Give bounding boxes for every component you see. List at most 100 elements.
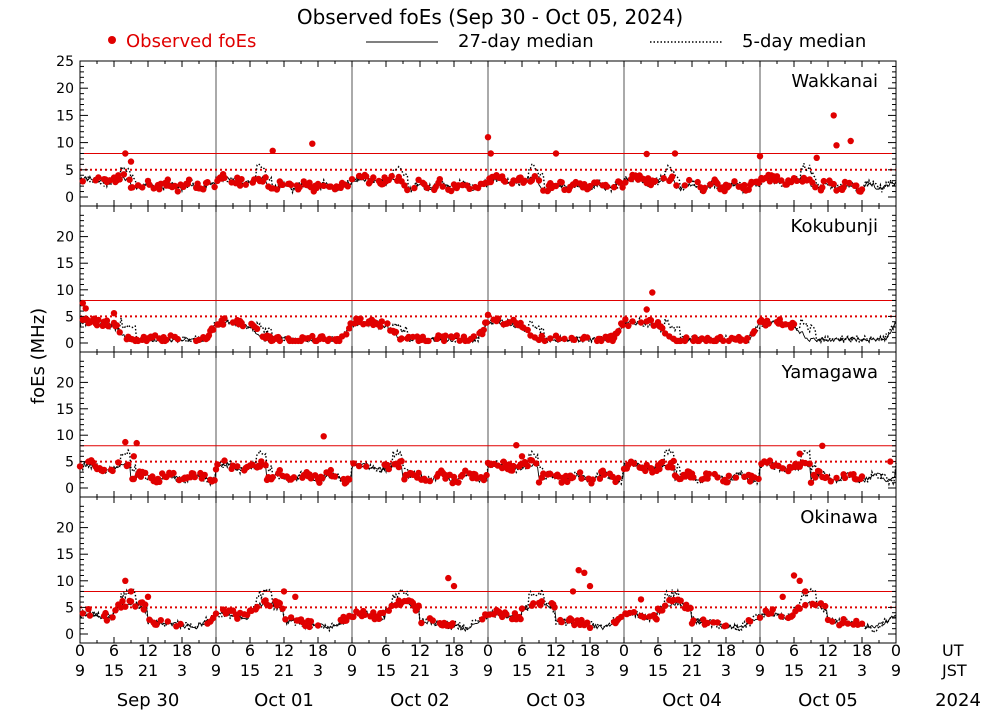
day-label: Oct 04 [662,690,722,711]
observed-point [211,183,218,191]
y-tick-label: 20 [56,521,74,537]
observed-point [630,609,638,616]
observed-point [650,322,657,329]
observed-point [129,184,136,191]
observed-point [561,335,568,342]
legend-observed-marker [108,36,116,44]
observed-point [76,463,84,470]
observed-point [450,582,458,590]
y-tick-label: 20 [56,81,74,97]
observed-point [398,335,405,342]
ut-tick-label: 0 [891,641,901,660]
ut-tick-label: 6 [517,641,527,660]
observed-point [796,450,803,457]
observed-point [127,158,135,165]
observed-point [569,588,577,595]
observed-point [348,176,356,183]
observed-point [483,319,490,326]
observed-point [725,472,732,479]
jst-tick-label: 15 [784,661,804,680]
observed-point [524,462,531,470]
observed-point [746,478,754,485]
ut-tick-label: 18 [308,641,328,660]
jst-tick-label: 3 [721,661,731,680]
observed-point [779,593,786,600]
observed-point [346,476,353,483]
observed-point [309,140,316,147]
observed-point [236,182,244,189]
observed-point [292,593,299,600]
observed-point [392,328,400,336]
observed-point [840,616,847,623]
jst-tick-label: 3 [177,661,187,680]
y-tick-label: 15 [56,547,74,563]
observed-point [398,458,405,465]
observed-point [778,177,785,184]
jst-tick-label: 3 [449,661,459,680]
jst-tick-label: 15 [512,661,532,680]
observed-point [531,173,538,180]
observed-point [456,337,463,344]
observed-point [122,577,129,584]
observed-point [170,469,177,477]
observed-point [276,337,283,345]
observed-point [214,461,221,468]
observed-point [133,439,140,447]
median-5day-line [79,316,897,345]
observed-point [100,466,108,474]
observed-point [521,177,528,184]
jst-tick-label: 21 [410,661,430,680]
observed-point [820,177,827,185]
observed-point [756,153,764,160]
observed-point [122,603,129,610]
legend-5day-label: 5-day median [742,31,866,52]
y-tick-label: 20 [56,375,74,391]
observed-point [725,182,732,189]
observed-point [687,604,694,612]
observed-point [425,337,432,345]
observed-point [314,622,322,629]
observed-point [316,479,323,486]
observed-point [694,178,701,186]
observed-point [779,465,786,472]
observed-point [262,462,269,469]
observed-point [649,289,656,296]
observed-point [110,310,118,317]
ut-tick-label: 6 [653,641,663,660]
observed-point [487,150,494,157]
observed-point [153,621,160,628]
observed-point [558,179,565,186]
observed-point [790,320,798,328]
jst-tick-label: 15 [240,661,260,680]
jst-tick-label: 3 [585,661,595,680]
observed-point [615,474,622,482]
jst-tick-label: 21 [138,661,158,680]
observed-point [404,186,411,194]
observed-point [357,315,364,322]
jst-tick-label: 9 [347,661,357,680]
observed-point [603,183,611,190]
observed-point [518,605,526,612]
observed-point [200,186,207,193]
observed-point [479,616,486,623]
observed-point [547,470,554,478]
observed-point [455,479,462,486]
ut-tick-label: 0 [483,641,493,660]
y-tick-label: 0 [65,336,74,352]
station-panels: 0 5 10 15 20 25 Wakkanai 0 5 10 15 20 Kokubunji 0 5 10 1… [56,54,897,644]
observed-point [609,473,616,480]
ut-tick-label: 12 [138,641,158,660]
observed-point [707,181,714,188]
observed-point [280,588,288,595]
observed-point [669,173,676,180]
observed-point [833,474,840,482]
observed-point [350,460,357,467]
observed-point [157,617,164,624]
observed-point [119,597,126,605]
observed-point [720,337,727,344]
observed-point [819,442,826,449]
observed-point [239,322,247,330]
y-tick-label: 15 [56,256,74,272]
observed-point [453,332,460,339]
